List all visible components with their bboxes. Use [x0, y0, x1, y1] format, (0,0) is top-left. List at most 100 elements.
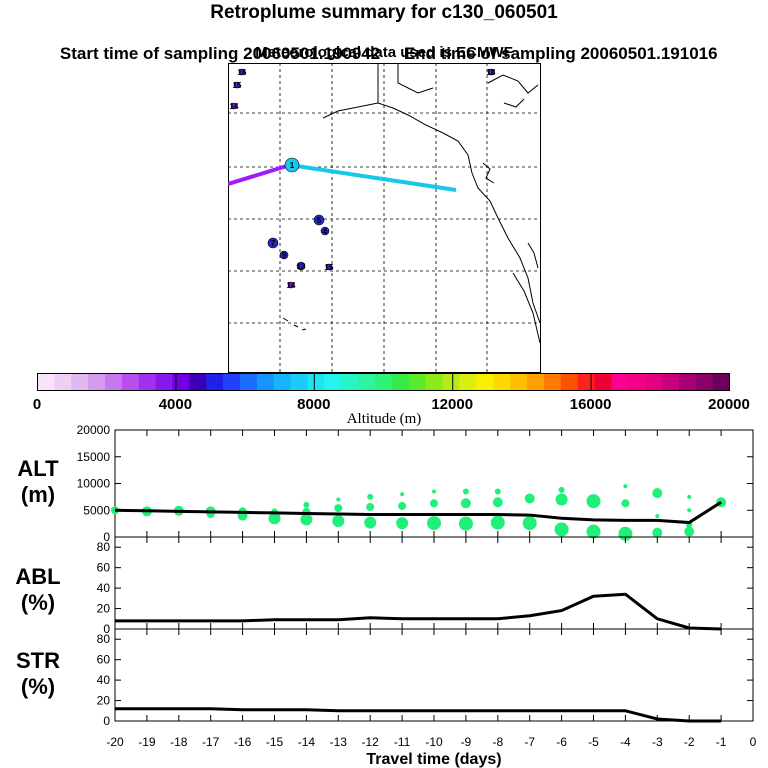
colorbar-tick-label: 16000	[569, 396, 612, 413]
map-marker: 14	[230, 102, 239, 111]
map-marker: 15	[233, 81, 242, 90]
alt-scatter-point	[398, 501, 407, 510]
alt-scatter-point	[458, 516, 473, 531]
x-tick-label: -16	[234, 735, 252, 749]
alt-scatter-point	[554, 522, 569, 537]
alt-scatter-point	[366, 503, 375, 512]
colorbar-cell	[526, 373, 545, 391]
colorbar-title: Altitude (m)	[346, 411, 422, 427]
x-tick-label: -11	[394, 735, 411, 749]
x-tick-label: -4	[620, 735, 631, 749]
map-marker-label: 15	[233, 81, 242, 90]
x-tick-label: -7	[524, 735, 535, 749]
x-tick-label: -12	[362, 735, 380, 749]
colorbar-cell	[594, 373, 612, 391]
colorbar-cell	[577, 373, 595, 391]
x-tick-label: -2	[684, 735, 695, 749]
colorbar-cell	[628, 373, 646, 391]
alt-scatter-point	[555, 493, 568, 506]
alt-scatter-point	[494, 488, 501, 495]
y-tick-label: 20000	[77, 423, 111, 437]
alt-scatter-point	[522, 516, 537, 531]
chart-title: Retroplume summary for c130_060501	[210, 2, 558, 23]
colorbar-cell	[206, 373, 224, 391]
colorbar-cell	[493, 373, 511, 391]
x-tick-label: -13	[330, 735, 348, 749]
y-tick-label: 60	[97, 561, 111, 575]
alt-scatter-point	[524, 493, 535, 504]
alt-scatter-point	[462, 488, 469, 495]
colorbar-cell	[54, 373, 72, 391]
y-tick-label: 15000	[77, 450, 111, 464]
y-tick-label: 40	[97, 673, 111, 687]
y-tick-label: 0	[103, 714, 110, 728]
colorbar-cell	[476, 373, 494, 391]
alt-panel-label: ALT (m)	[17, 456, 59, 507]
alt-scatter-point	[655, 514, 660, 519]
y-tick-label: 20	[97, 602, 111, 616]
y-tick-label: 5000	[83, 503, 110, 517]
alt-scatter-point	[558, 486, 565, 493]
x-tick-label: -8	[492, 735, 503, 749]
x-tick-label: -20	[106, 735, 124, 749]
alt-scatter-point	[623, 484, 628, 489]
str-panel-label: STR (%)	[16, 648, 60, 699]
y-tick-label: 0	[103, 622, 110, 636]
colorbar-cell	[105, 373, 123, 391]
abl-panel-label: ABL (%)	[15, 564, 61, 615]
alt-scatter-point	[687, 508, 692, 513]
map-marker: 14	[287, 281, 296, 290]
alt-scatter-point	[430, 499, 438, 508]
x-tick-label: -18	[170, 735, 188, 749]
colorbar-cell	[223, 373, 241, 391]
colorbar-cell	[256, 373, 275, 391]
map-marker: 1	[284, 157, 300, 173]
colorbar-cell	[560, 373, 578, 391]
str-series-line	[115, 707, 722, 723]
alt-scatter-point	[336, 497, 341, 502]
colorbar-tick-label: 0	[32, 396, 42, 413]
map-marker: 16	[238, 68, 247, 77]
colorbar-cell	[155, 373, 173, 391]
map-marker-label: 13	[297, 262, 306, 271]
y-tick-label: 0	[103, 530, 110, 544]
map-gridlines	[228, 63, 541, 373]
colorbar-cell	[375, 373, 393, 391]
y-tick-label: 40	[97, 581, 111, 595]
colorbar-cell	[611, 373, 629, 391]
start-time-label: Start time of sampling 20060501.190942	[59, 44, 381, 63]
x-tick-label: -19	[138, 735, 156, 749]
map-marker: 9	[279, 250, 289, 260]
colorbar-cell	[138, 373, 156, 391]
colorbar-tick-label: 12000	[431, 396, 474, 413]
colorbar-cell	[324, 373, 342, 391]
alt-scatter-point	[652, 488, 663, 499]
x-tick-label: -10	[425, 735, 443, 749]
colorbar-tick-label: 20000	[708, 396, 750, 413]
met-data-label: Meteorological data used is ECMWF	[255, 44, 513, 61]
map-marker-label: 7	[271, 239, 276, 248]
end-time-label: End time of sampling 20060501.191016	[403, 44, 718, 63]
alt-scatter-point	[492, 497, 503, 508]
x-tick-label: -5	[588, 735, 599, 749]
colorbar-cell	[189, 373, 207, 391]
y-tick-label: 80	[97, 632, 111, 646]
map-marker-label: 16	[238, 68, 247, 77]
alt-scatter-point	[268, 512, 281, 525]
x-axis: -20 -19 -18 -17 -16 -15 -14 -13 -12 -11 -10 -9 -8 -7-…	[106, 735, 756, 768]
colorbar-cell	[695, 373, 713, 391]
abl-series-line	[115, 592, 722, 631]
colorbar-cell	[459, 373, 477, 391]
map-marker-label: 15	[325, 263, 334, 272]
x-tick-label: 0	[750, 735, 757, 749]
abl-panel: 0 20 40 60 80	[97, 536, 754, 636]
x-tick-label: -3	[652, 735, 663, 749]
colorbar-cell	[172, 373, 190, 391]
coastlines	[282, 63, 541, 344]
map-marker-label: 5	[317, 216, 322, 225]
map-marker-label: 1	[290, 161, 295, 170]
alt-scatter-point	[621, 499, 630, 508]
colorbar-cell	[121, 373, 140, 391]
alt-scatter-point	[652, 527, 663, 538]
